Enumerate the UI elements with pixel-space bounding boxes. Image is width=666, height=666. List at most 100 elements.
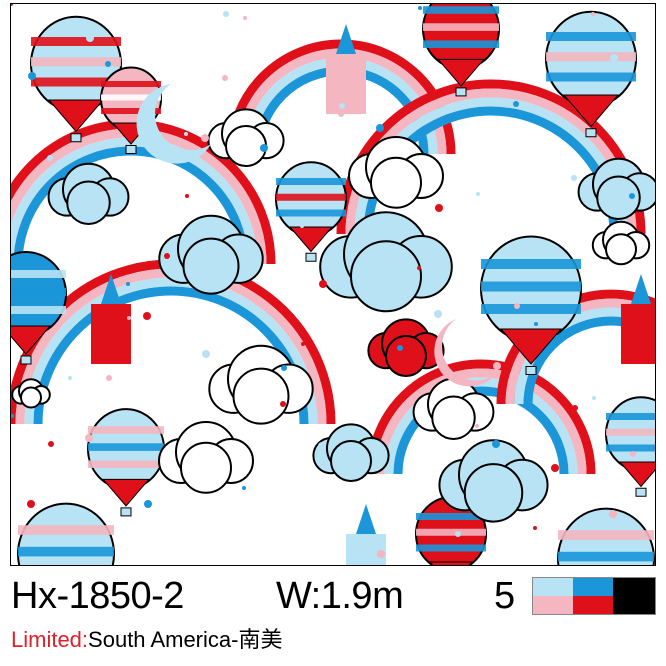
star-dot (492, 440, 500, 448)
star-dot (475, 424, 479, 428)
hot-air-balloon (557, 507, 655, 565)
star-dot (11, 414, 14, 418)
star-dot (281, 365, 287, 371)
star-dot (592, 396, 596, 400)
cloud (208, 344, 314, 425)
cloud (207, 108, 285, 167)
cloud (47, 162, 130, 225)
star-dot (202, 350, 210, 358)
hot-air-balloon (605, 396, 655, 497)
cloud (319, 211, 453, 313)
star-dot (68, 376, 72, 380)
star-dot (493, 362, 501, 370)
limited-value: South America-南美 (88, 627, 283, 652)
cloud (158, 214, 264, 295)
hot-air-balloon (422, 4, 500, 97)
rainbow (393, 386, 569, 475)
star-dot (397, 345, 403, 351)
limited-region: Limited:South America-南美 (11, 626, 282, 654)
star-dot (514, 303, 520, 309)
rainbow (514, 307, 655, 405)
star-dot (127, 316, 131, 320)
castle (346, 534, 386, 565)
star-dot (280, 401, 286, 407)
star-dot (434, 310, 442, 318)
star-dot (86, 34, 94, 42)
star-dot (47, 155, 53, 161)
limited-label: Limited: (11, 627, 89, 652)
star-dot (396, 325, 402, 331)
star-dot (27, 500, 35, 508)
rainbow (375, 368, 587, 475)
castle (326, 54, 366, 114)
star-dot (184, 132, 188, 136)
star-dot (243, 16, 247, 20)
star-dot (591, 12, 595, 16)
moon (136, 84, 211, 164)
star-dot (435, 204, 443, 212)
cloud (158, 421, 254, 494)
star-dot (377, 550, 385, 558)
cloud (312, 423, 390, 482)
castle-roof (336, 24, 356, 54)
swatch-pink (533, 596, 573, 614)
star-dot (242, 486, 246, 490)
star-dot (572, 405, 578, 411)
castle (621, 304, 655, 364)
star-dot (455, 531, 461, 537)
swatch-black (613, 578, 655, 614)
star-dot (418, 6, 422, 10)
star-dot (319, 280, 327, 288)
cloud (11, 378, 51, 409)
rainbow (24, 277, 318, 425)
rainbow (523, 316, 655, 405)
pattern-artwork (11, 4, 655, 565)
star-dot (301, 342, 305, 346)
color-swatch (532, 577, 656, 615)
fabric-width: W:1.9m (276, 575, 404, 617)
star-dot (339, 103, 345, 109)
star-dot (376, 124, 384, 132)
star-dot (610, 54, 618, 62)
hot-air-balloon (480, 235, 582, 375)
star-dot (48, 441, 54, 447)
swatch-blue (573, 578, 613, 596)
star-dot (222, 75, 228, 81)
product-code: Hx-1850-2 (11, 575, 184, 617)
swatch-light-blue (533, 578, 573, 596)
star-dot (338, 111, 344, 117)
star-dot (223, 11, 229, 17)
star-dot (534, 322, 538, 326)
star-dot (476, 192, 480, 196)
star-dot (201, 134, 209, 142)
cloud (367, 318, 445, 377)
star-dot (551, 464, 559, 472)
cloud (348, 136, 444, 209)
star-dot (143, 312, 151, 320)
castle-roof (101, 274, 121, 304)
castle-roof (356, 504, 376, 534)
hot-air-balloon (11, 251, 67, 365)
castle-roof (631, 274, 651, 304)
rainbow (496, 289, 655, 405)
hot-air-balloon (87, 408, 165, 517)
star-dot (85, 434, 93, 442)
star-dot (11, 4, 13, 6)
cloud (591, 220, 651, 266)
star-dot (105, 61, 111, 67)
hot-air-balloon (545, 10, 637, 138)
swatch-red (573, 596, 613, 614)
star-dot (126, 282, 130, 286)
star-dot (533, 526, 537, 530)
color-count: 5 (494, 575, 515, 617)
fabric-pattern-image (10, 3, 656, 566)
star-dot (609, 510, 617, 518)
hot-air-balloon (17, 502, 115, 565)
star-dot (164, 253, 170, 259)
star-dot (359, 52, 363, 56)
star-dot (185, 194, 189, 198)
moon (434, 319, 496, 387)
star-dot (144, 500, 152, 508)
star-dot (630, 451, 636, 457)
cloud (438, 439, 549, 523)
